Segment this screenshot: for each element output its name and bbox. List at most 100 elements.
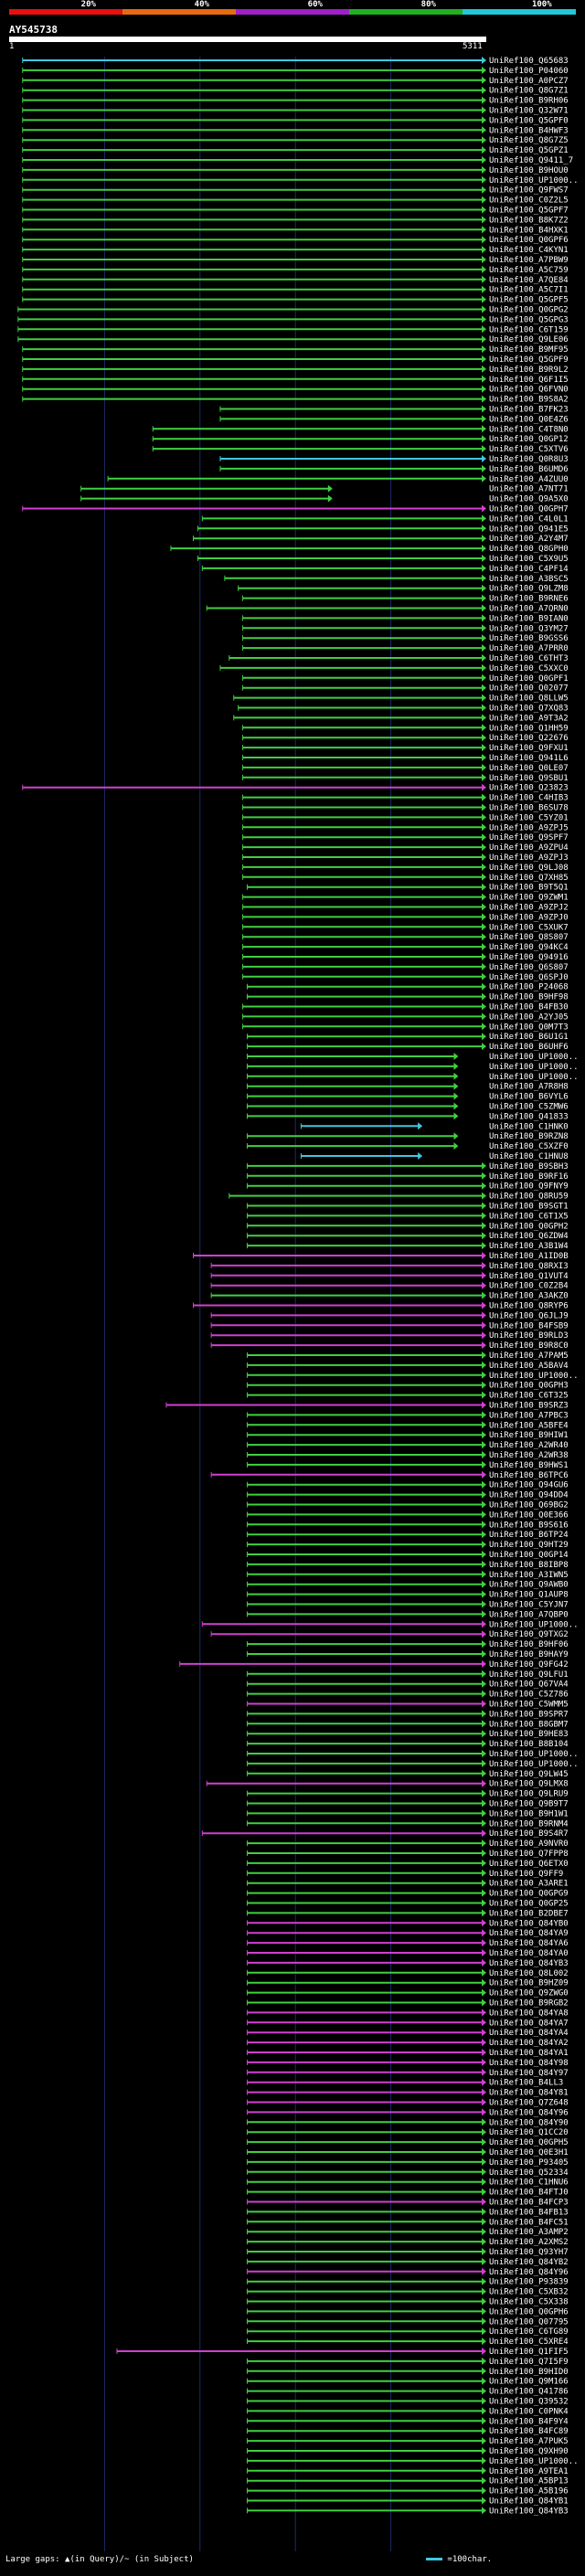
alignment-hit[interactable]: UniRef100_C4HIB3 (242, 793, 569, 803)
alignment-hit[interactable]: UniRef100_Q0E4Z6 (219, 415, 569, 424)
alignment-hit[interactable]: UniRef100_B9SPR7 (246, 1710, 569, 1719)
hit-label[interactable]: UniRef100_B6TPC6 (489, 1471, 569, 1480)
alignment-hit[interactable]: UniRef100_Q65683 (22, 57, 569, 66)
hit-label[interactable]: UniRef100_Q94DD4 (489, 1491, 569, 1500)
hit-label[interactable]: UniRef100_B4FCP3 (489, 2199, 569, 2208)
hit-label[interactable]: UniRef100_Q6ETX0 (489, 1860, 569, 1869)
alignment-hit[interactable]: UniRef100_A7NT71 (80, 484, 569, 494)
hit-label[interactable]: UniRef100_Q3YM27 (489, 624, 569, 633)
hit-label[interactable]: UniRef100_C5X9U5 (489, 555, 569, 564)
hit-label[interactable]: UniRef100_B9HOU0 (489, 166, 569, 175)
alignment-hit[interactable]: UniRef100_Q9XH90 (246, 2447, 569, 2456)
hit-label[interactable]: UniRef100_C1HNU6 (489, 2178, 569, 2188)
alignment-hit[interactable]: UniRef100_B9RNE6 (242, 594, 569, 604)
hit-label[interactable]: UniRef100_Q1VUT4 (489, 1272, 569, 1281)
hit-label[interactable]: UniRef100_Q84YB3 (489, 2507, 569, 2516)
hit-label[interactable]: UniRef100_Q7FPP8 (489, 1850, 569, 1859)
hit-label[interactable]: UniRef100_B4LL3 (489, 2079, 563, 2088)
alignment-hit[interactable]: UniRef100_Q1AUP8 (246, 1590, 569, 1600)
alignment-hit[interactable]: UniRef100_Q5GPF5 (22, 295, 569, 305)
hit-label[interactable]: UniRef100_P93839 (489, 2278, 569, 2287)
hit-label[interactable]: UniRef100_Q8RYP6 (489, 1302, 569, 1311)
alignment-hit[interactable]: UniRef100_UP1000.. (246, 1759, 579, 1769)
hit-label[interactable]: UniRef100_A9ZPJ2 (489, 904, 569, 913)
alignment-hit[interactable]: UniRef100_Q0M7T3 (242, 1023, 569, 1032)
hit-label[interactable]: UniRef100_Q9SPF7 (489, 833, 569, 843)
alignment-hit[interactable]: UniRef100_A3AKZ0 (210, 1291, 569, 1301)
hit-label[interactable]: UniRef100_Q5GPG3 (489, 315, 569, 324)
alignment-hit[interactable]: UniRef100_B6SU78 (242, 803, 569, 813)
alignment-hit[interactable]: UniRef100_Q1HH59 (242, 724, 569, 733)
alignment-hit[interactable]: UniRef100_C4L0L1 (201, 514, 569, 524)
hit-label[interactable]: UniRef100_Q1HH59 (489, 724, 569, 733)
hit-label[interactable]: UniRef100_Q0M7T3 (489, 1023, 569, 1032)
hit-label[interactable]: UniRef100_B7FK23 (489, 406, 569, 415)
hit-label[interactable]: UniRef100_Q0GPF6 (489, 236, 569, 245)
hit-label[interactable]: UniRef100_Q0GPH6 (489, 2307, 569, 2316)
alignment-hit[interactable]: UniRef100_Q9411_7 (22, 156, 573, 165)
hit-label[interactable]: UniRef100_Q9LMX8 (489, 1780, 569, 1789)
alignment-hit[interactable]: UniRef100_A2Y4M7 (192, 535, 569, 544)
alignment-hit[interactable]: UniRef100_A3AMP2 (246, 2228, 569, 2237)
alignment-hit[interactable]: UniRef100_Q84YB0 (246, 1919, 569, 1928)
hit-label[interactable]: UniRef100_C6T325 (489, 1392, 569, 1401)
hit-label[interactable]: UniRef100_Q6JLJ9 (489, 1311, 569, 1320)
alignment-hit[interactable]: UniRef100_Q84YA2 (246, 2039, 569, 2048)
alignment-hit[interactable]: UniRef100_C5XUK7 (242, 923, 569, 932)
alignment-hit[interactable]: UniRef100_UP1000.. (246, 1072, 579, 1082)
hit-label[interactable]: UniRef100_B8GBM7 (489, 1720, 569, 1729)
hit-label[interactable]: UniRef100_B9RZN8 (489, 1132, 569, 1141)
alignment-hit[interactable]: UniRef100_Q39532 (246, 2397, 569, 2407)
hit-label[interactable]: UniRef100_C1HNK0 (489, 1122, 569, 1131)
alignment-hit[interactable]: UniRef100_Q0GP12 (152, 435, 569, 444)
alignment-hit[interactable]: UniRef100_Q69BG2 (246, 1500, 569, 1511)
alignment-hit[interactable]: UniRef100_C1HNU8 (300, 1152, 569, 1161)
hit-label[interactable]: UniRef100_Q93YH7 (489, 2248, 569, 2257)
hit-label[interactable]: UniRef100_Q69BG2 (489, 1501, 569, 1511)
alignment-hit[interactable]: UniRef100_B9S616 (246, 1521, 569, 1530)
hit-label[interactable]: UniRef100_B9R8C0 (489, 1341, 569, 1351)
alignment-hit[interactable]: UniRef100_Q84YA1 (246, 2049, 569, 2058)
hit-label[interactable]: UniRef100_Q5GPF9 (489, 355, 569, 365)
alignment-hit[interactable]: UniRef100_Q9LFU1 (246, 1670, 569, 1680)
alignment-hit[interactable]: UniRef100_Q9FG42 (179, 1659, 569, 1670)
alignment-hit[interactable]: UniRef100_B8GBM7 (246, 1720, 569, 1729)
alignment-hit[interactable]: UniRef100_Q0GPF6 (22, 236, 569, 245)
hit-label[interactable]: UniRef100_B8IBP8 (489, 1561, 569, 1570)
hit-label[interactable]: UniRef100_B9SBH3 (489, 1162, 569, 1171)
hit-label[interactable]: UniRef100_B9RF16 (489, 1172, 569, 1182)
alignment-hit[interactable]: UniRef100_Q0GP14 (246, 1551, 569, 1560)
hit-label[interactable]: UniRef100_B9RLD3 (489, 1331, 569, 1341)
hit-label[interactable]: UniRef100_A7PRR0 (489, 644, 569, 653)
alignment-hit[interactable]: UniRef100_Q84YB2 (246, 2257, 569, 2267)
hit-label[interactable]: UniRef100_A7QE84 (489, 276, 569, 285)
alignment-hit[interactable]: UniRef100_Q8L002 (246, 1968, 569, 1978)
alignment-hit[interactable]: UniRef100_Q9LE06 (17, 335, 569, 345)
alignment-hit[interactable]: UniRef100_A7PAM5 (246, 1352, 569, 1361)
hit-label[interactable]: UniRef100_C5XXC0 (489, 664, 569, 673)
hit-label[interactable]: UniRef100_B9RGB2 (489, 1999, 569, 2009)
alignment-hit[interactable]: UniRef100_B8B104 (246, 1740, 569, 1749)
hit-label[interactable]: UniRef100_Q8L002 (489, 1969, 569, 1978)
alignment-hit[interactable]: UniRef100_P04060 (22, 66, 569, 76)
hit-label[interactable]: UniRef100_B4HWF3 (489, 126, 569, 135)
hit-label[interactable]: UniRef100_C6T1X5 (489, 1212, 569, 1221)
hit-label[interactable]: UniRef100_B9SRZ3 (489, 1402, 569, 1411)
hit-label[interactable]: UniRef100_C5XB32 (489, 2288, 569, 2297)
hit-label[interactable]: UniRef100_Q9HT29 (489, 1541, 569, 1550)
hit-label[interactable]: UniRef100_P04060 (489, 67, 569, 76)
alignment-hit[interactable]: UniRef100_Q6FVN0 (22, 385, 569, 395)
alignment-hit[interactable]: UniRef100_A9NVR0 (246, 1839, 569, 1849)
hit-label[interactable]: UniRef100_Q8GPH0 (489, 545, 569, 554)
hit-label[interactable]: UniRef100_Q41833 (489, 1112, 569, 1121)
hit-label[interactable]: UniRef100_UP1000.. (489, 1053, 579, 1062)
hit-label[interactable]: UniRef100_C6THT3 (489, 654, 569, 663)
hit-label[interactable]: UniRef100_Q0GPF1 (489, 674, 569, 684)
alignment-hit[interactable]: UniRef100_C4PF14 (201, 564, 569, 574)
alignment-hit[interactable]: UniRef100_Q93YH7 (246, 2248, 569, 2257)
hit-label[interactable]: UniRef100_A4ZUU0 (489, 475, 569, 484)
alignment-hit[interactable]: UniRef100_B9RGB2 (246, 1998, 569, 2009)
alignment-hit[interactable]: UniRef100_A4ZUU0 (107, 474, 569, 484)
hit-label[interactable]: UniRef100_Q84Y97 (489, 2069, 569, 2078)
hit-label[interactable]: UniRef100_Q6FVN0 (489, 386, 569, 395)
